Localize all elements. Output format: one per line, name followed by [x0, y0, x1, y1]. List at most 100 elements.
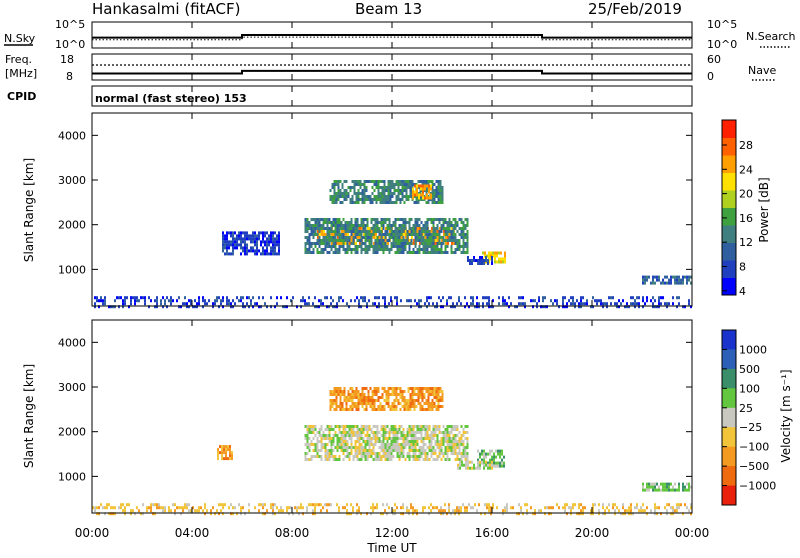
data-cell	[438, 242, 441, 245]
data-cell	[384, 431, 387, 434]
data-cell	[434, 434, 437, 437]
data-cell	[190, 302, 192, 306]
data-cell	[242, 302, 244, 306]
data-cell	[246, 234, 248, 238]
data-cell	[304, 236, 307, 239]
data-cell	[252, 237, 254, 241]
data-cell	[542, 299, 544, 303]
data-cell	[337, 186, 340, 189]
data-cell	[616, 302, 618, 306]
data-cell	[394, 296, 396, 300]
data-cell	[433, 195, 436, 198]
data-cell	[408, 242, 411, 245]
data-cell	[446, 446, 449, 449]
data-cell	[329, 198, 332, 201]
data-cell	[399, 390, 402, 393]
data-cell	[384, 242, 387, 245]
data-cell	[454, 218, 457, 221]
data-cell	[359, 235, 361, 239]
data-cell	[688, 485, 690, 489]
data-cell	[387, 180, 390, 183]
data-cell	[152, 512, 154, 516]
data-cell	[226, 234, 228, 238]
data-cell	[422, 248, 425, 251]
data-cell	[502, 509, 504, 513]
data-cell	[634, 305, 636, 309]
data-cell	[322, 431, 325, 434]
data-cell	[430, 251, 433, 254]
data-cell	[322, 239, 325, 242]
data-cell	[359, 192, 362, 195]
data-cell	[464, 452, 467, 455]
data-cell	[372, 434, 375, 437]
data-cell	[462, 428, 465, 431]
data-cell	[262, 252, 264, 256]
data-cell	[350, 227, 353, 230]
data-cell	[360, 425, 363, 428]
data-cell	[264, 240, 266, 244]
data-cell	[258, 234, 260, 238]
data-cell	[662, 278, 664, 282]
data-cell	[228, 243, 230, 247]
data-cell	[404, 224, 407, 227]
data-cell	[172, 299, 174, 303]
data-cell	[436, 302, 438, 306]
data-cell	[270, 252, 272, 256]
data-cell	[424, 230, 427, 233]
data-cell	[217, 451, 219, 455]
data-cell	[363, 232, 365, 236]
data-cell	[114, 506, 116, 510]
data-cell	[378, 455, 381, 458]
data-cell	[394, 440, 397, 443]
data-cell	[448, 434, 451, 437]
data-cell	[344, 506, 346, 510]
data-cell	[362, 449, 365, 452]
data-cell	[435, 238, 437, 242]
data-cell	[386, 440, 389, 443]
data-cell	[458, 248, 461, 251]
data-cell	[274, 246, 276, 250]
data-cell	[340, 449, 343, 452]
data-cell	[428, 458, 431, 461]
data-cell	[400, 446, 403, 449]
data-cell	[378, 242, 381, 245]
data-cell	[337, 241, 339, 245]
colorbar-segment	[722, 446, 736, 467]
data-cell	[328, 236, 331, 239]
data-cell	[352, 425, 355, 428]
data-cell	[316, 503, 318, 507]
data-cell	[444, 458, 447, 461]
data-cell	[442, 251, 445, 254]
data-cell	[439, 396, 442, 399]
data-cell	[672, 506, 674, 510]
data-cell	[385, 195, 388, 198]
data-cell	[466, 233, 469, 236]
data-cell	[640, 509, 642, 513]
data-cell	[442, 431, 445, 434]
data-cell	[442, 221, 445, 224]
data-cell	[359, 180, 362, 183]
data-cell	[337, 390, 340, 393]
data-cell	[448, 224, 451, 227]
data-cell	[379, 408, 382, 411]
data-cell	[626, 302, 628, 306]
data-cell	[435, 393, 438, 396]
data-cell	[357, 390, 360, 393]
data-cell	[354, 449, 357, 452]
data-cell	[358, 431, 361, 434]
data-cell	[408, 434, 411, 437]
data-cell	[499, 464, 501, 468]
data-cell	[584, 506, 586, 510]
data-cell	[596, 299, 598, 303]
data-cell	[394, 242, 397, 245]
data-cell	[397, 387, 400, 390]
data-cell	[308, 431, 311, 434]
data-cell	[477, 449, 479, 453]
data-cell	[423, 387, 426, 390]
data-cell	[394, 236, 397, 239]
data-cell	[292, 296, 294, 300]
data-cell	[430, 187, 432, 191]
data-cell	[474, 503, 476, 507]
data-cell	[364, 242, 367, 245]
